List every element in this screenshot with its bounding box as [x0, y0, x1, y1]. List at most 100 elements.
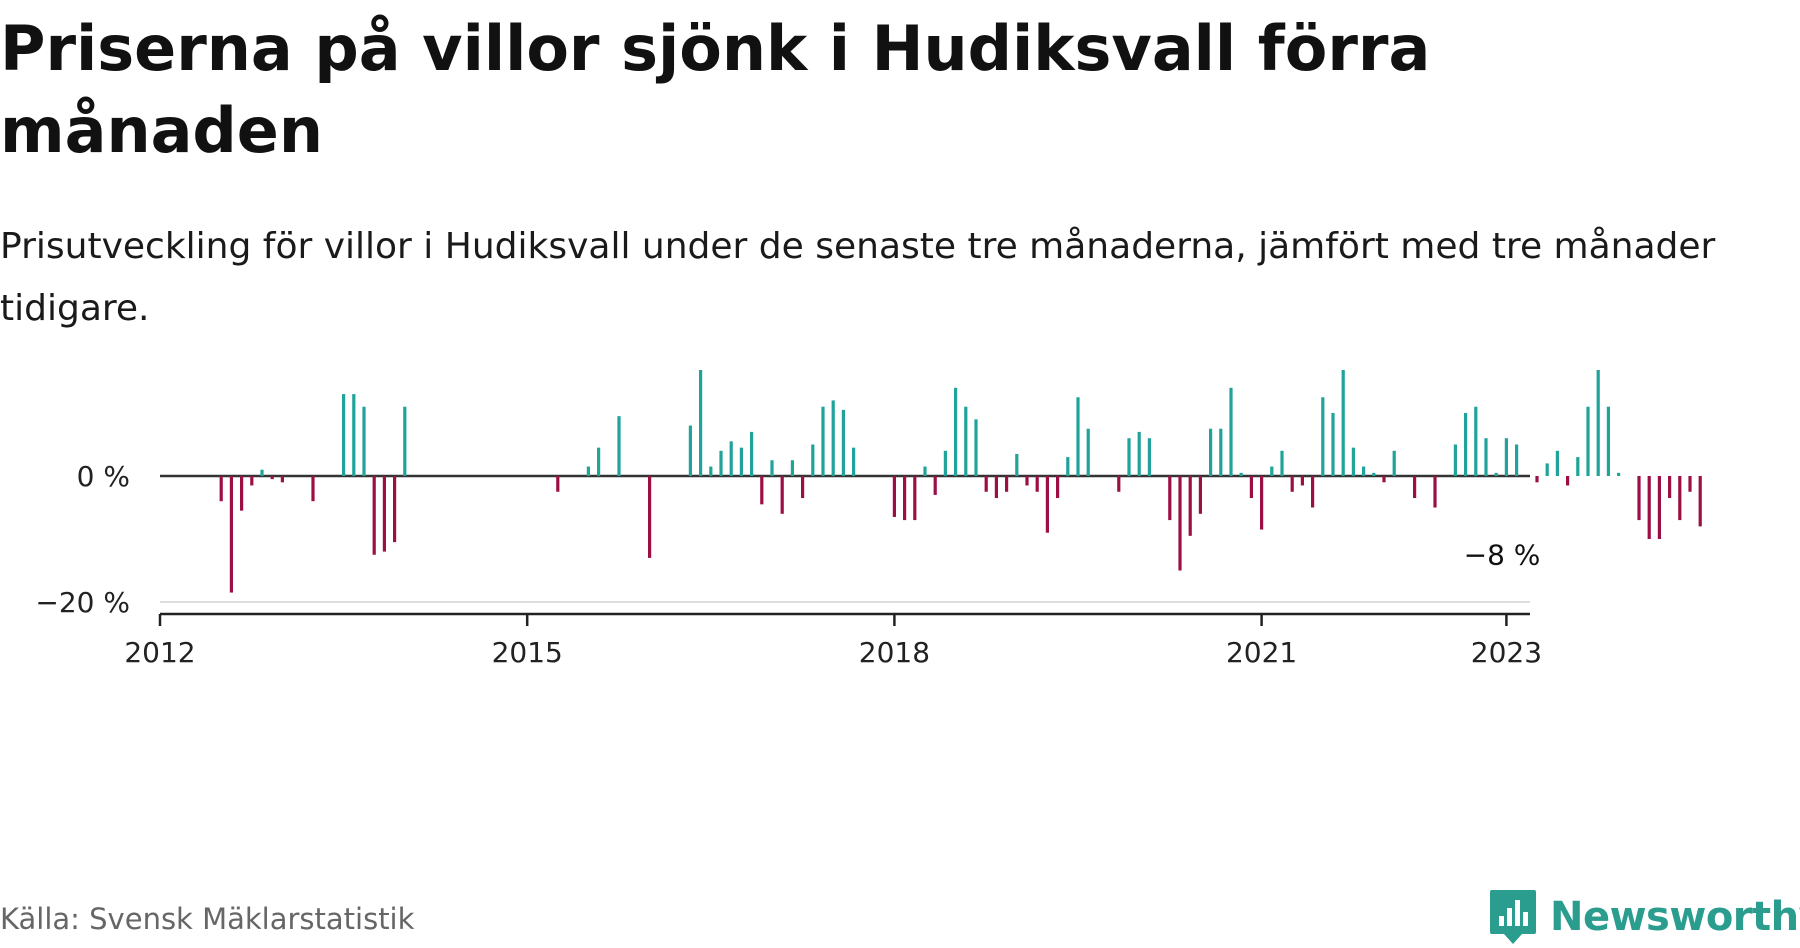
x-tick-label: 2023: [1471, 636, 1542, 669]
bar: [362, 406, 366, 476]
bar: [1168, 476, 1172, 521]
bar: [760, 476, 764, 505]
bar: [1005, 476, 1009, 492]
bar: [1260, 476, 1264, 530]
newsworthy-logo-icon: [1490, 890, 1536, 944]
bar: [1290, 476, 1294, 492]
bar: [1311, 476, 1315, 508]
bar: [831, 400, 835, 476]
bar: [1321, 397, 1325, 476]
bar: [1464, 413, 1468, 476]
bar: [240, 476, 244, 511]
bar: [1698, 476, 1702, 527]
bar: [1494, 472, 1498, 476]
bar: [1555, 450, 1559, 476]
x-tick-label: 2018: [859, 636, 930, 669]
bar: [841, 409, 845, 476]
bar: [1504, 438, 1508, 476]
bar: [1137, 431, 1141, 476]
bar: [270, 476, 274, 480]
bar: [1066, 457, 1070, 476]
y-tick-label: −20 %: [35, 586, 130, 619]
bar: [1535, 476, 1539, 483]
bar: [1219, 428, 1223, 476]
bar: [219, 476, 223, 502]
bar: [229, 476, 233, 593]
bar: [352, 394, 356, 476]
bar: [1362, 466, 1366, 476]
bar: [1515, 444, 1519, 476]
bar: [1270, 466, 1274, 476]
bar: [1209, 428, 1213, 476]
bar: [1127, 438, 1131, 476]
x-tick-label: 2015: [492, 636, 563, 669]
bar: [719, 450, 723, 476]
bar: [1229, 387, 1233, 476]
chart-subtitle: Prisutveckling för villor i Hudiksvall u…: [0, 226, 1716, 329]
bar: [1117, 476, 1121, 492]
bar: [1056, 476, 1060, 499]
bar: [699, 370, 703, 476]
bar: [739, 447, 743, 476]
bar: [1545, 463, 1549, 476]
bar: [688, 425, 692, 476]
bar: [709, 466, 713, 476]
bar: [770, 460, 774, 476]
bar: [1566, 476, 1570, 486]
bar: [933, 476, 937, 495]
bar: [311, 476, 315, 502]
bar: [1239, 472, 1243, 476]
bar: [1657, 476, 1661, 539]
bar: [821, 406, 825, 476]
bar: [1188, 476, 1192, 536]
bar: [801, 476, 805, 499]
bar: [1484, 438, 1488, 476]
newsworthy-logo: Newsworthy: [1488, 888, 1800, 946]
bar: [1035, 476, 1039, 492]
bar: [586, 466, 590, 476]
bar: [964, 406, 968, 476]
last-value-annotation: −8 %: [1464, 538, 1541, 571]
bar: [729, 441, 733, 476]
bar: [1147, 438, 1151, 476]
bar: [1280, 450, 1284, 476]
bar: [811, 444, 815, 476]
bar: [1453, 444, 1457, 476]
bar: [1617, 472, 1621, 476]
bar: [1688, 476, 1692, 492]
x-tick-label: 2021: [1226, 636, 1297, 669]
bar: [923, 466, 927, 476]
bar: [1382, 476, 1386, 483]
chart-title: Priserna på villor sjönk i Hudiksvall fö…: [0, 12, 1431, 167]
bar: [892, 476, 896, 517]
bar: [1331, 413, 1335, 476]
bar: [1015, 453, 1019, 476]
bar: [1341, 370, 1345, 476]
bar: [1300, 476, 1304, 486]
bar: [342, 394, 346, 476]
bar: [372, 476, 376, 555]
bar: [250, 476, 254, 486]
source-note: Källa: Svensk Mäklarstatistik: [0, 902, 415, 936]
bar: [943, 450, 947, 476]
bar: [1474, 406, 1478, 476]
bar: [790, 460, 794, 476]
bar: [597, 447, 601, 476]
bar: [403, 406, 407, 476]
bar: [852, 447, 856, 476]
bar: [974, 419, 978, 476]
bar: [1086, 428, 1090, 476]
bar: [780, 476, 784, 514]
bar: [1372, 472, 1376, 476]
bar: [994, 476, 998, 499]
bar: [382, 476, 386, 552]
bar: [984, 476, 988, 492]
bar: [1606, 406, 1610, 476]
bar: [280, 476, 284, 483]
bar: [1351, 447, 1355, 476]
brand-name: Newsworthy: [1550, 894, 1800, 940]
bar: [1178, 476, 1182, 571]
bar: [1413, 476, 1417, 499]
bar: [750, 431, 754, 476]
